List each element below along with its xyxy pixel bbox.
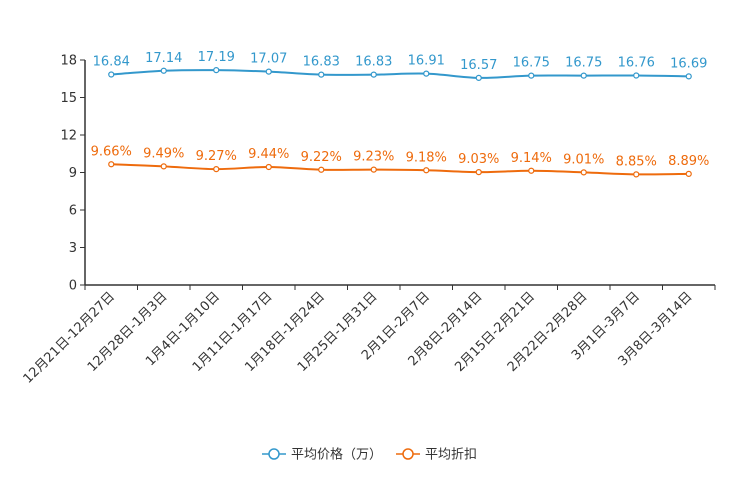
data-point[interactable] [318, 166, 325, 173]
data-label: 17.07 [250, 52, 287, 67]
data-point[interactable] [423, 167, 430, 174]
data-label: 16.75 [513, 56, 550, 71]
y-tick-label: 0 [69, 279, 77, 294]
y-tick-label: 6 [69, 204, 77, 219]
y-tick-label: 15 [60, 91, 77, 106]
legend-marker-icon [268, 448, 280, 460]
data-label: 9.44% [248, 147, 289, 162]
legend-item-avg-discount[interactable]: 平均折扣 [396, 448, 477, 463]
axes [84, 60, 715, 286]
data-point[interactable] [580, 72, 587, 79]
data-label: 16.57 [460, 58, 497, 73]
y-tick-label: 12 [60, 129, 77, 144]
data-point[interactable] [108, 161, 115, 168]
data-label: 16.83 [355, 55, 392, 70]
data-point[interactable] [528, 167, 535, 174]
data-label: 17.19 [198, 50, 235, 65]
legend-item-avg-price[interactable]: 平均价格（万） [262, 447, 382, 463]
data-point[interactable] [265, 68, 272, 75]
series-layer: 16.84 17.14 17.19 17.07 16.83 16.83 16.91 16.57… [91, 50, 709, 178]
data-label: 16.69 [670, 56, 707, 71]
data-point[interactable] [685, 73, 692, 80]
data-label: 9.03% [458, 152, 499, 167]
data-point[interactable] [423, 70, 430, 77]
x-tick-label: 12月21日-12月27日 [21, 289, 118, 386]
data-label: 9.66% [91, 144, 132, 159]
legend-label: 平均价格（万） [291, 447, 382, 463]
data-label: 16.84 [93, 55, 130, 70]
data-point[interactable] [528, 72, 535, 79]
data-label: 8.89% [668, 154, 709, 169]
data-label: 9.23% [353, 150, 394, 165]
data-label: 9.22% [301, 150, 342, 165]
data-label: 9.27% [196, 149, 237, 164]
data-point[interactable] [475, 74, 482, 81]
data-label: 9.14% [511, 151, 552, 166]
data-label: 9.49% [143, 146, 184, 161]
data-point[interactable] [633, 72, 640, 79]
data-point[interactable] [685, 170, 692, 177]
data-label: 9.01% [563, 152, 604, 167]
series-avg-price: 16.84 17.14 17.19 17.07 16.83 16.83 16.91 16.57… [93, 50, 707, 81]
data-point[interactable] [108, 71, 115, 78]
legend-label: 平均折扣 [425, 448, 477, 463]
data-point[interactable] [160, 67, 167, 74]
data-label: 8.85% [616, 154, 657, 169]
data-label: 16.91 [408, 54, 445, 69]
data-label: 16.75 [565, 56, 602, 71]
data-point[interactable] [370, 166, 377, 173]
x-axis-ticks: 12月21日-12月27日12月28日-1月3日1月4日-1月10日1月11日-… [21, 285, 716, 387]
data-point[interactable] [633, 171, 640, 178]
data-point[interactable] [213, 166, 220, 173]
data-label: 9.18% [406, 150, 447, 165]
series-line [111, 69, 689, 79]
legend-marker-icon [402, 448, 414, 460]
series-avg-discount: 9.66% 9.49% 9.27% 9.44% 9.22% 9.23% 9.18% 9.03%… [91, 144, 709, 178]
y-tick-label: 18 [60, 54, 77, 69]
data-label: 16.76 [618, 56, 655, 71]
data-label: 16.83 [303, 55, 340, 70]
data-point[interactable] [580, 169, 587, 176]
legend: 平均价格（万） 平均折扣 [262, 447, 477, 463]
data-point[interactable] [213, 67, 220, 74]
data-point[interactable] [318, 71, 325, 78]
y-tick-label: 3 [69, 241, 77, 256]
data-point[interactable] [370, 71, 377, 78]
data-point[interactable] [265, 163, 272, 171]
data-label: 17.14 [145, 51, 182, 66]
data-point[interactable] [475, 169, 482, 176]
y-axis-ticks: 0 3 6 9 12 15 18 [60, 54, 85, 294]
data-point[interactable] [160, 163, 167, 170]
series-line [111, 163, 689, 176]
y-tick-label: 9 [69, 166, 77, 181]
